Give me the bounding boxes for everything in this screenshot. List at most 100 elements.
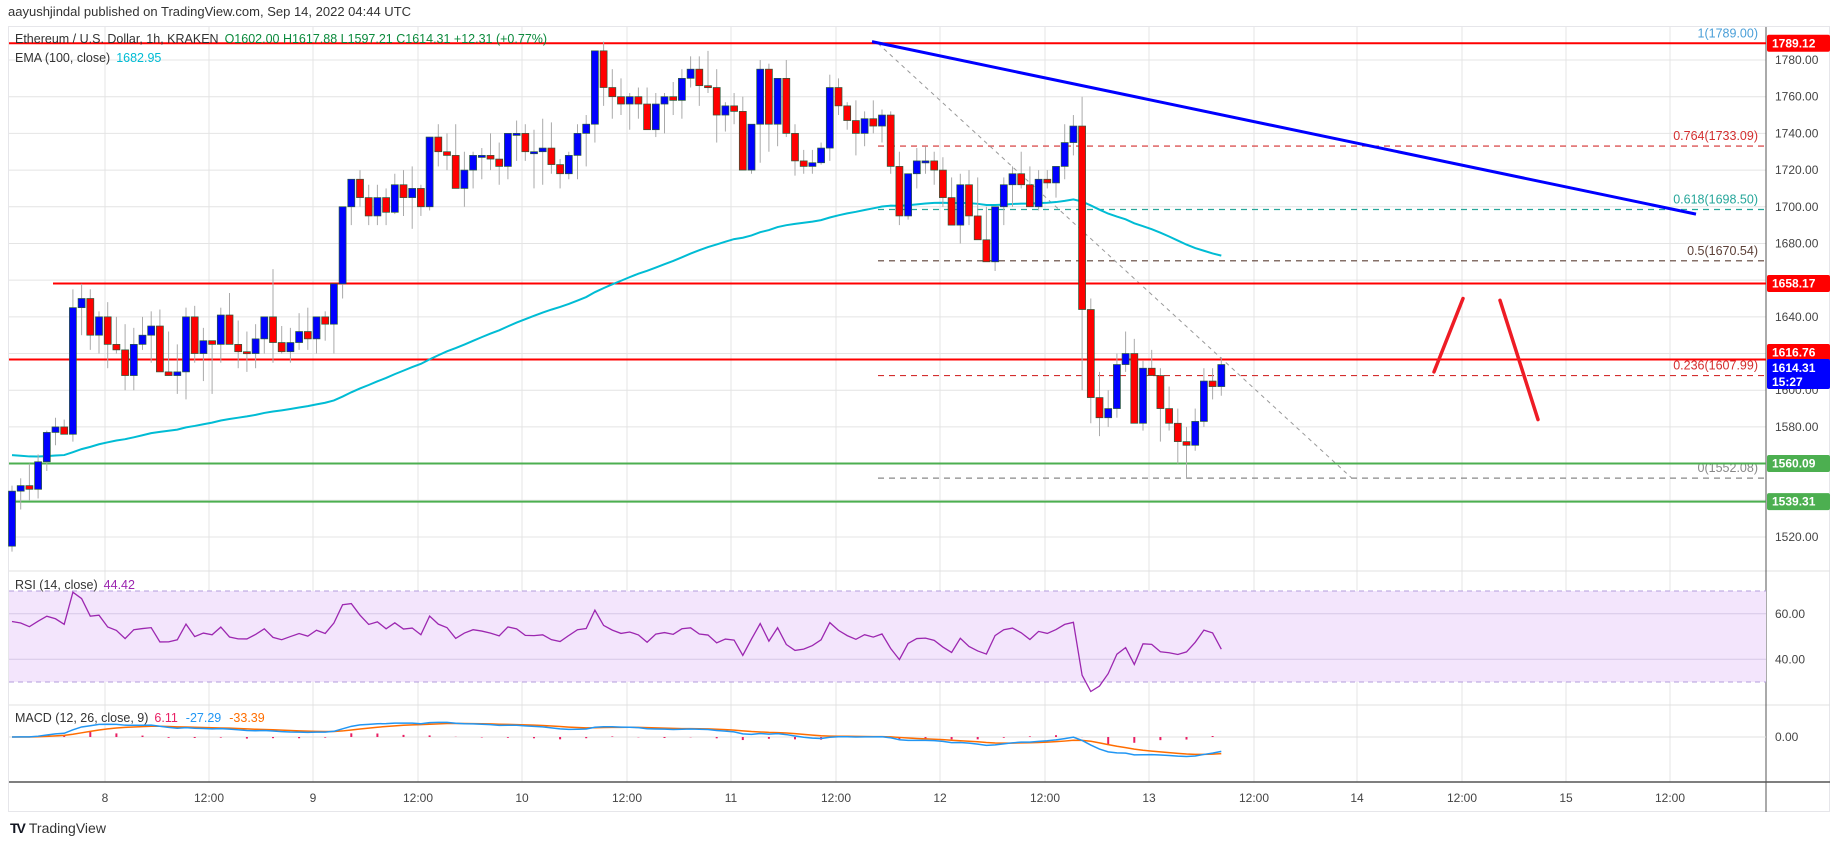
candle <box>817 147 825 164</box>
fib-label: 0(1552.08) <box>1698 461 1758 475</box>
candle <box>547 147 556 165</box>
candle <box>669 96 678 101</box>
candle <box>1156 375 1165 409</box>
candle <box>599 50 608 88</box>
candle <box>86 298 95 336</box>
candle <box>173 371 182 376</box>
macd-hist-value: 6.11 <box>154 711 178 725</box>
rsi-line <box>11 591 1222 693</box>
rsi-tick: 40.00 <box>1775 652 1805 666</box>
candle <box>260 316 269 340</box>
candle <box>1130 353 1139 424</box>
candle <box>103 316 112 345</box>
rsi-legend[interactable]: RSI (14, close) 44.42 <box>15 578 135 592</box>
candle <box>921 160 930 164</box>
candle <box>556 164 564 175</box>
candle <box>243 351 251 355</box>
candle <box>486 155 495 160</box>
candle <box>1043 178 1052 184</box>
chart-frame <box>8 26 1830 812</box>
price-tag: 1616.76 <box>1767 343 1830 361</box>
symbol-legend[interactable]: Ethereum / U.S. Dollar, 1h, KRAKEN O1602.… <box>15 32 547 46</box>
price-tick: 1580.00 <box>1775 420 1819 434</box>
candle <box>1069 125 1078 143</box>
candle <box>808 162 817 167</box>
candle <box>330 283 338 325</box>
projection-down-line <box>1498 298 1540 422</box>
candle <box>312 316 321 340</box>
fib-label: 0.5(1670.54) <box>1687 244 1758 258</box>
price-tick: 1520.00 <box>1775 530 1819 544</box>
candle <box>34 461 42 490</box>
candle <box>199 340 208 354</box>
candle <box>1173 422 1182 442</box>
candle <box>643 103 651 131</box>
price-tick: 1740.00 <box>1775 126 1819 140</box>
candle <box>912 160 921 175</box>
candle <box>251 338 260 354</box>
candle <box>582 123 591 134</box>
candle <box>121 349 129 376</box>
candle <box>939 169 947 198</box>
time-tick: 12:00 <box>1655 791 1685 805</box>
candle <box>460 169 469 189</box>
candle <box>625 96 634 105</box>
candle <box>634 96 643 105</box>
candle <box>60 426 69 435</box>
candle <box>225 314 234 345</box>
candle <box>512 133 521 136</box>
candle <box>538 147 547 153</box>
price-tag: 1658.17 <box>1767 275 1830 293</box>
time-tick: 13 <box>1142 791 1156 805</box>
fib-diagonal <box>877 43 1353 479</box>
candle <box>1182 441 1191 446</box>
candle <box>129 344 138 376</box>
candle <box>399 184 408 198</box>
price-tag-text: 1789.12 <box>1772 36 1816 50</box>
candle <box>591 50 599 125</box>
fib-label: 0.236(1607.99) <box>1673 359 1758 373</box>
candle <box>1008 173 1017 186</box>
rsi-tick: 60.00 <box>1775 607 1805 621</box>
candle <box>1200 380 1208 422</box>
candle <box>147 325 156 336</box>
candle <box>573 133 582 156</box>
candle <box>982 239 991 263</box>
rsi-value: 44.42 <box>103 578 135 592</box>
candle <box>530 151 538 155</box>
candle <box>156 325 164 373</box>
candle <box>190 316 199 354</box>
candle <box>321 316 330 325</box>
macd-legend[interactable]: MACD (12, 26, close, 9) 6.11 -27.29 -33.39 <box>15 711 265 725</box>
candle <box>1191 421 1200 446</box>
candle <box>782 77 791 134</box>
candle <box>1104 408 1113 419</box>
time-tick: 15 <box>1559 791 1573 805</box>
candle <box>356 178 364 198</box>
candle <box>408 188 417 198</box>
candle <box>965 184 973 217</box>
candle <box>417 188 425 208</box>
candle <box>112 344 121 351</box>
candle <box>95 316 103 336</box>
candle <box>216 314 225 345</box>
candle <box>886 114 895 167</box>
price-tick: 1780.00 <box>1775 53 1819 67</box>
tradingview-brand[interactable]: TV TradingView <box>10 820 106 836</box>
candle <box>295 331 303 343</box>
candle <box>16 485 25 492</box>
ema-legend[interactable]: EMA (100, close) 1682.95 <box>15 51 161 65</box>
candle <box>765 68 773 125</box>
candle <box>721 105 730 116</box>
time-tick: 12 <box>933 791 947 805</box>
time-tick: 12:00 <box>194 791 224 805</box>
price-tick: 1640.00 <box>1775 310 1819 324</box>
symbol-name: Ethereum / U.S. Dollar, 1h, KRAKEN <box>15 32 219 46</box>
fib-label: 0.618(1698.50) <box>1673 193 1758 207</box>
price-tag-text: 1539.31 <box>1772 495 1816 509</box>
candle <box>1217 364 1226 387</box>
candle <box>451 155 460 189</box>
fib-label: 0.764(1733.09) <box>1673 129 1758 143</box>
price-tag-bg <box>1767 358 1830 389</box>
